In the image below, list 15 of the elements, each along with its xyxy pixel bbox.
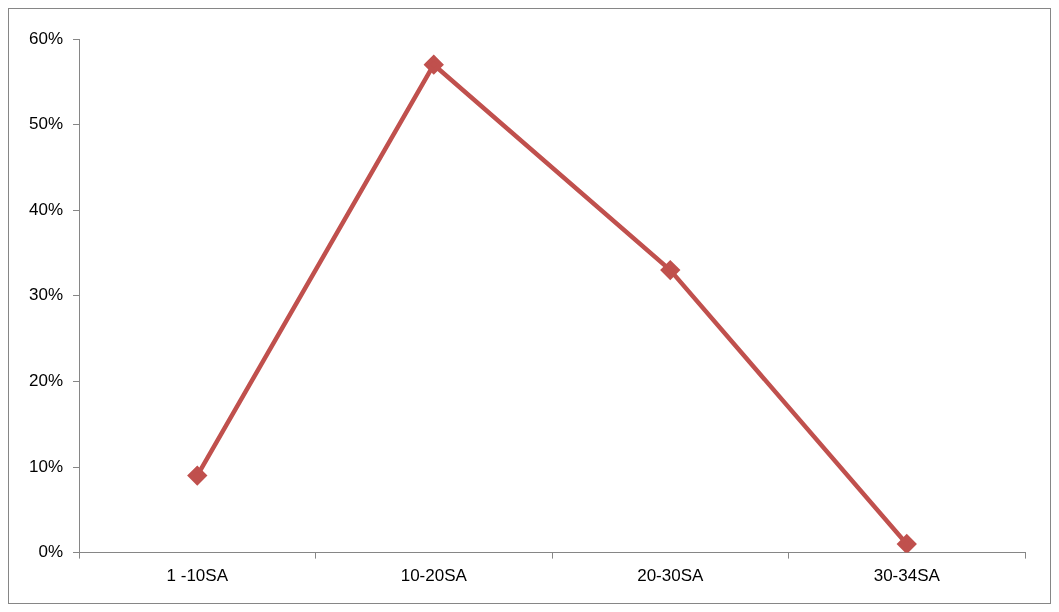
x-tick-label: 20-30SA (637, 566, 704, 586)
y-tick-label: 60% (28, 28, 64, 48)
y-tick-label: 30% (28, 285, 64, 305)
y-tick-label: 20% (28, 371, 64, 391)
x-tick-label: 1 -10SA (166, 566, 229, 586)
y-tick-label: 10% (28, 456, 64, 476)
point (188, 466, 207, 485)
point (897, 534, 916, 553)
y-tick-label: 0% (38, 542, 64, 562)
point (424, 55, 444, 74)
x-tick-label: 30-34SA (873, 566, 941, 586)
y-tick-label: 40% (28, 199, 64, 219)
x-tick-label: 10-20SA (400, 566, 468, 586)
point (661, 260, 680, 280)
y-tick-label: 50% (28, 114, 64, 134)
